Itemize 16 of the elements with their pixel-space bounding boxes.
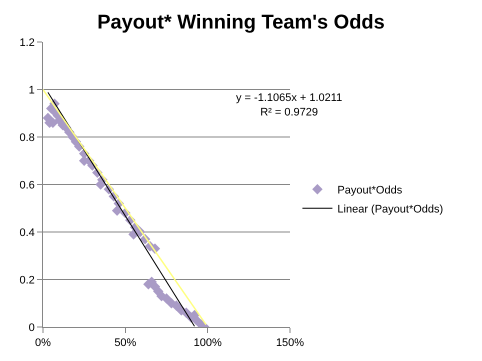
- point: [161, 293, 172, 304]
- y-tick-label: 0.2: [20, 274, 35, 286]
- x-tick-label: 150%: [276, 337, 304, 350]
- annotation: y = -1.1065x + 1.0211 R² = 0.9729: [236, 92, 342, 118]
- y-tick-label: 0.6: [20, 179, 35, 192]
- y-tick-label: 1: [28, 84, 35, 96]
- y-tick-label: 0.8: [20, 132, 35, 144]
- x-tick-label: 100%: [194, 337, 222, 350]
- x-tick-label: 0%: [35, 337, 52, 350]
- legend-label: Linear (Payout*Odds): [337, 204, 444, 216]
- legend-label: Payout*Odds: [337, 184, 403, 197]
- y-tick-label: 0: [28, 322, 35, 334]
- chart-title: Payout* Winning Team's Odds: [97, 11, 385, 34]
- x-tick-label: 50%: [114, 337, 137, 350]
- y-tick-label: 0.4: [20, 226, 35, 239]
- y-tick-label: 1.2: [20, 36, 35, 49]
